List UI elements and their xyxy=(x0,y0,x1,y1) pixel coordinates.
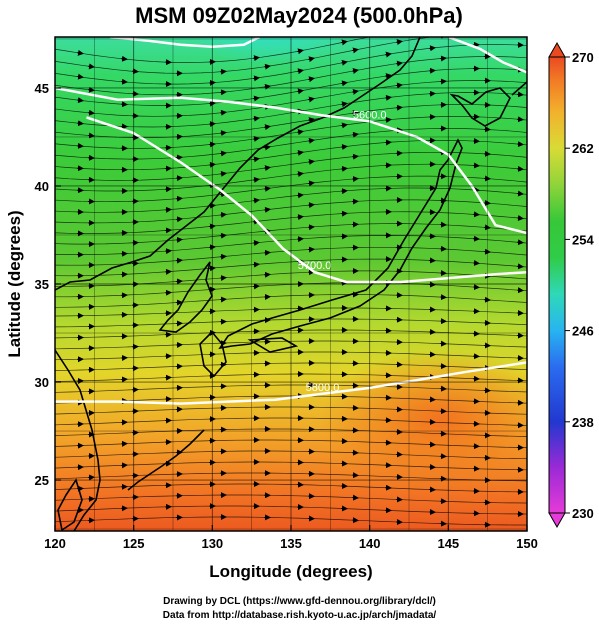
coastline-hokkaido xyxy=(449,87,511,127)
y-tick-label: 45 xyxy=(35,81,49,96)
x-tick-label: 125 xyxy=(123,536,145,551)
contour-label-2: 5800.0 xyxy=(306,382,340,394)
x-tick-label: 130 xyxy=(201,536,223,551)
height-contour-4 xyxy=(447,37,527,74)
height-contour-3 xyxy=(109,37,261,49)
chart-title: MSM 09Z02May2024 (500.0hPa) xyxy=(135,3,463,28)
y-tick-label: 30 xyxy=(35,375,49,390)
colorbar-tick-label: 262 xyxy=(572,141,594,156)
height-contour-2 xyxy=(55,361,527,405)
colorbar-tick-label: 270 xyxy=(572,50,594,65)
height-contour-0 xyxy=(55,86,527,235)
colorbar-tick-label: 254 xyxy=(572,232,594,247)
colorbar-tick-label: 238 xyxy=(572,415,594,430)
y-axis-ticks: 25 30 35 40 45 xyxy=(35,81,61,488)
x-tick-label: 140 xyxy=(359,536,381,551)
grid-lines xyxy=(55,37,527,531)
x-axis-label: Longitude (degrees) xyxy=(209,562,372,581)
y-tick-label: 40 xyxy=(35,179,49,194)
credit-drawing: Drawing by DCL (https://www.gfd-dennou.o… xyxy=(163,596,436,607)
colorbar-tick-label: 246 xyxy=(572,324,594,339)
x-tick-label: 120 xyxy=(44,536,66,551)
coastline-kyushu xyxy=(199,330,227,378)
colorbar-tick-label: 230 xyxy=(572,506,594,521)
x-tick-label: 150 xyxy=(516,536,538,551)
coastline-ryukyu xyxy=(127,429,205,491)
colorbar-bottom-arrow xyxy=(548,512,566,529)
x-tick-label: 135 xyxy=(280,536,302,551)
y-tick-label: 25 xyxy=(35,473,49,488)
coastline-korea xyxy=(158,261,213,333)
contour-label-1: 5700.0 xyxy=(298,260,332,272)
warm-region xyxy=(320,350,527,490)
credit-data: Data from http://database.rish.kyoto-u.a… xyxy=(162,610,437,621)
coastline-shikoku xyxy=(247,337,299,353)
y-tick-label: 35 xyxy=(35,277,49,292)
colorbar: 230 238 246 254 262 270 xyxy=(548,41,594,529)
y-axis-label: Latitude (degrees) xyxy=(5,210,24,357)
colorbar-gradient xyxy=(548,56,566,514)
coastline-honshu xyxy=(218,138,463,350)
coastline-east-china xyxy=(55,349,101,531)
x-axis-ticks: 120 125 130 135 140 145 150 xyxy=(44,525,538,551)
colorbar-top-arrow xyxy=(548,41,566,58)
x-tick-label: 145 xyxy=(437,536,459,551)
colorbar-ticks: 230 238 246 254 262 270 xyxy=(565,50,594,521)
